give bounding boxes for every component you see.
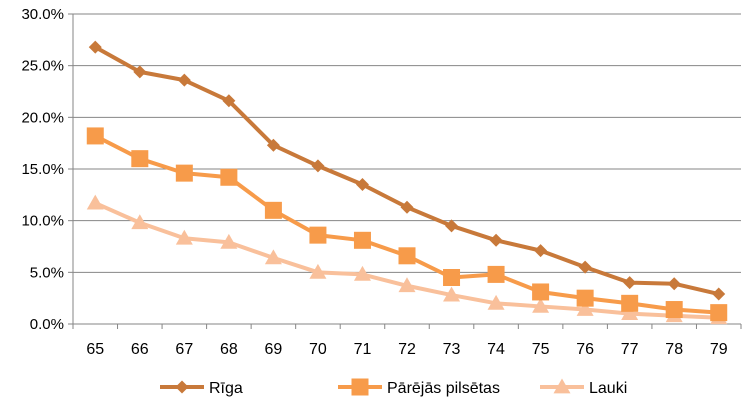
data-point: [621, 305, 639, 321]
data-point: [309, 226, 327, 244]
data-point: [667, 277, 681, 291]
x-tick-label: 75: [532, 341, 550, 358]
data-point: [443, 269, 461, 286]
data-point: [220, 168, 238, 186]
data-point: [220, 233, 238, 249]
data-point: [623, 276, 637, 290]
series-0: [88, 40, 726, 301]
legend-item-1: Pārējās pilsētas: [338, 378, 500, 397]
legend-marker: [553, 378, 571, 394]
data-point: [487, 294, 505, 310]
data-point: [175, 164, 193, 182]
data-point: [266, 138, 280, 152]
legend-item-2: Lauki: [540, 378, 627, 397]
data-point: [133, 65, 147, 79]
data-point: [311, 159, 325, 173]
data-point: [578, 260, 592, 274]
data-point: [131, 214, 149, 230]
x-tick-label: 67: [175, 341, 193, 358]
data-point: [400, 200, 414, 214]
data-point: [576, 289, 594, 307]
data-point: [222, 94, 236, 108]
y-tick-label: 15.0%: [21, 161, 64, 178]
y-tick-label: 30.0%: [21, 6, 64, 23]
data-point: [532, 297, 550, 313]
legend-marker: [175, 380, 189, 394]
x-tick-label: 66: [131, 341, 149, 358]
legend-label: Rīga: [209, 380, 243, 397]
data-point: [353, 265, 371, 281]
y-tick-label: 20.0%: [21, 109, 64, 126]
y-tick-label: 0.0%: [30, 316, 64, 333]
x-tick-label: 78: [665, 341, 683, 358]
data-point: [665, 301, 683, 319]
data-point: [445, 219, 459, 233]
legend-label: Lauki: [589, 380, 627, 397]
data-point: [621, 294, 639, 312]
data-point: [443, 286, 461, 302]
x-tick-label: 79: [710, 341, 728, 358]
data-point: [86, 194, 104, 210]
axes: [68, 13, 742, 329]
x-tick-label: 69: [265, 341, 283, 358]
data-point: [532, 283, 550, 301]
series-2: [86, 194, 728, 325]
x-tick-label: 70: [309, 341, 327, 358]
data-point: [177, 73, 191, 87]
x-tick-label: 77: [621, 341, 639, 358]
data-point: [131, 150, 149, 168]
legend-marker: [351, 378, 369, 396]
data-point: [487, 265, 505, 283]
data-point: [175, 229, 193, 245]
data-point: [264, 249, 282, 265]
y-tick-label: 5.0%: [30, 264, 64, 281]
data-point: [309, 263, 327, 279]
x-axis-tick-labels: 65 66 67 68 69 70 71 72 73 74 75 76 77 78 79: [86, 341, 727, 358]
data-point: [88, 40, 102, 54]
data-point: [353, 231, 371, 249]
data-point: [355, 178, 369, 191]
x-tick-label: 72: [398, 341, 416, 358]
x-tick-label: 74: [487, 341, 505, 358]
series-1: [86, 127, 728, 322]
data-point: [576, 301, 594, 316]
data-point: [712, 287, 726, 301]
data-point: [264, 201, 282, 219]
x-tick-label: 73: [443, 341, 461, 358]
x-tick-label: 65: [86, 341, 104, 358]
data-point: [534, 244, 548, 258]
legend-item-0: Rīga: [160, 380, 243, 397]
data-point: [710, 304, 728, 322]
legend: Rīga Pārējās pilsētas Lauki: [160, 378, 627, 397]
x-tick-label: 76: [576, 341, 594, 358]
x-tick-label: 71: [354, 341, 372, 358]
data-point: [86, 127, 104, 145]
legend-label: Pārējās pilsētas: [387, 380, 500, 397]
y-tick-label: 25.0%: [21, 58, 64, 75]
series-layer: [86, 40, 728, 325]
x-tick-label: 68: [220, 341, 238, 358]
data-point: [398, 247, 416, 265]
y-axis-tick-labels: 0.0% 5.0% 10.0% 15.0% 20.0% 25.0% 30.0%: [21, 6, 64, 333]
y-tick-label: 10.0%: [21, 213, 64, 230]
data-point: [398, 277, 416, 293]
data-point: [489, 233, 503, 247]
